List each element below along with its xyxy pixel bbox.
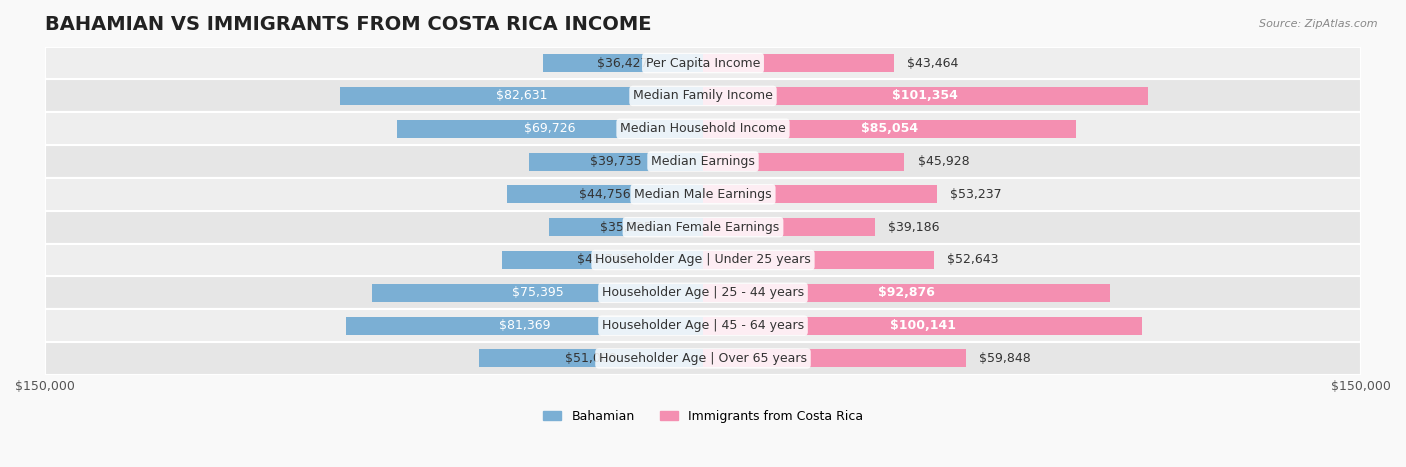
- FancyBboxPatch shape: [45, 178, 1361, 211]
- Text: $82,631: $82,631: [496, 89, 547, 102]
- Bar: [703, 54, 894, 72]
- Text: Median Household Income: Median Household Income: [620, 122, 786, 135]
- Text: $101,354: $101,354: [893, 89, 959, 102]
- Bar: [703, 87, 1147, 105]
- Bar: [703, 284, 1111, 302]
- Text: BAHAMIAN VS IMMIGRANTS FROM COSTA RICA INCOME: BAHAMIAN VS IMMIGRANTS FROM COSTA RICA I…: [45, 15, 651, 34]
- Bar: [529, 153, 703, 170]
- FancyBboxPatch shape: [45, 276, 1361, 309]
- Text: Median Female Earnings: Median Female Earnings: [627, 221, 779, 234]
- Text: $75,395: $75,395: [512, 286, 564, 299]
- FancyBboxPatch shape: [45, 112, 1361, 145]
- Bar: [548, 218, 703, 236]
- FancyBboxPatch shape: [45, 47, 1361, 79]
- Text: Householder Age | 45 - 64 years: Householder Age | 45 - 64 years: [602, 319, 804, 332]
- FancyBboxPatch shape: [45, 342, 1361, 375]
- Bar: [340, 87, 703, 105]
- FancyBboxPatch shape: [45, 79, 1361, 112]
- FancyBboxPatch shape: [45, 211, 1361, 244]
- Text: Median Earnings: Median Earnings: [651, 155, 755, 168]
- Text: $69,726: $69,726: [524, 122, 576, 135]
- FancyBboxPatch shape: [45, 244, 1361, 276]
- Bar: [703, 120, 1076, 138]
- Bar: [506, 185, 703, 203]
- Text: $39,735: $39,735: [591, 155, 641, 168]
- Text: $100,141: $100,141: [890, 319, 956, 332]
- Text: $81,369: $81,369: [499, 319, 550, 332]
- Text: $59,848: $59,848: [979, 352, 1031, 365]
- Text: $35,125: $35,125: [600, 221, 652, 234]
- Bar: [703, 185, 936, 203]
- FancyBboxPatch shape: [45, 145, 1361, 178]
- Text: $45,743: $45,743: [576, 254, 628, 267]
- Bar: [703, 153, 904, 170]
- Legend: Bahamian, Immigrants from Costa Rica: Bahamian, Immigrants from Costa Rica: [537, 405, 869, 428]
- Text: $52,643: $52,643: [948, 254, 998, 267]
- Bar: [703, 251, 934, 269]
- Text: Householder Age | Under 25 years: Householder Age | Under 25 years: [595, 254, 811, 267]
- Text: $44,756: $44,756: [579, 188, 631, 201]
- Bar: [373, 284, 703, 302]
- Text: $43,464: $43,464: [907, 57, 959, 70]
- Text: $45,928: $45,928: [918, 155, 969, 168]
- Text: Median Family Income: Median Family Income: [633, 89, 773, 102]
- Text: $92,876: $92,876: [879, 286, 935, 299]
- Text: $36,427: $36,427: [598, 57, 648, 70]
- Bar: [543, 54, 703, 72]
- Text: Median Male Earnings: Median Male Earnings: [634, 188, 772, 201]
- Text: $51,000: $51,000: [565, 352, 617, 365]
- Text: $39,186: $39,186: [889, 221, 939, 234]
- Text: Per Capita Income: Per Capita Income: [645, 57, 761, 70]
- Text: Source: ZipAtlas.com: Source: ZipAtlas.com: [1260, 19, 1378, 28]
- Bar: [346, 317, 703, 335]
- Text: Householder Age | 25 - 44 years: Householder Age | 25 - 44 years: [602, 286, 804, 299]
- Text: Householder Age | Over 65 years: Householder Age | Over 65 years: [599, 352, 807, 365]
- Text: $53,237: $53,237: [949, 188, 1001, 201]
- Bar: [479, 349, 703, 368]
- Bar: [703, 218, 875, 236]
- Bar: [703, 349, 966, 368]
- Bar: [502, 251, 703, 269]
- Text: $85,054: $85,054: [860, 122, 918, 135]
- Bar: [396, 120, 703, 138]
- Bar: [703, 317, 1142, 335]
- FancyBboxPatch shape: [45, 309, 1361, 342]
